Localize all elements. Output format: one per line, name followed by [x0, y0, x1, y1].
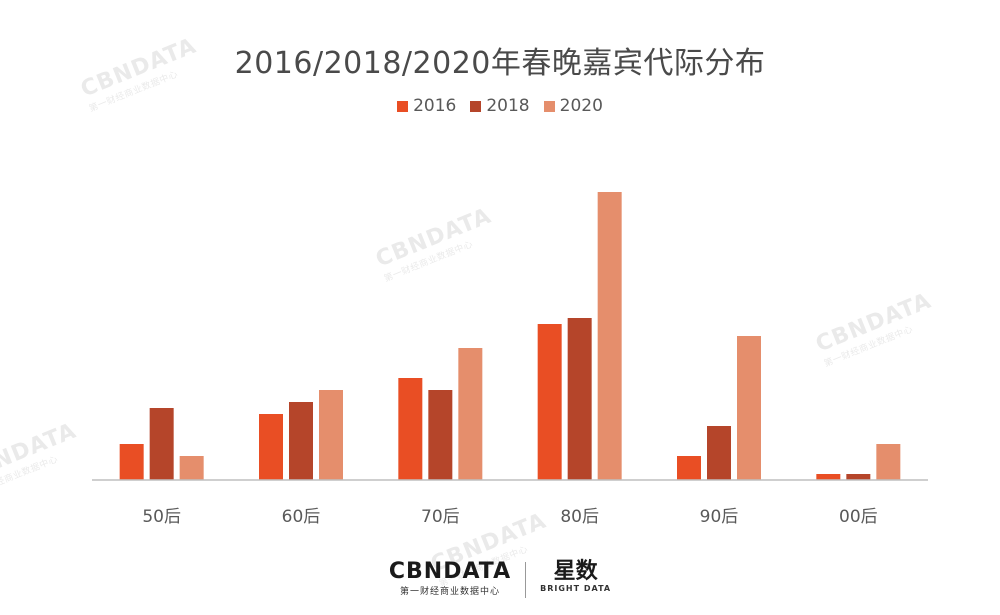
bar-2016-70后	[398, 378, 423, 480]
cbndata-logo: CBNDATA 第一财经商业数据中心	[388, 559, 512, 598]
bar-2016-00后	[816, 474, 841, 480]
bright-data-logo: 星数 BRIGHT DATA	[540, 559, 612, 594]
bar-2020-80后	[597, 192, 622, 480]
x-tick-label: 60后	[282, 507, 321, 527]
bar-2018-80后	[567, 318, 592, 480]
x-tick-label: 50后	[142, 507, 181, 527]
bar-2020-90后	[737, 336, 761, 480]
bar-2018-90后	[707, 426, 731, 480]
bar-2016-50后	[119, 444, 144, 480]
bar-2018-70后	[428, 390, 453, 480]
chart-title: 2016/2018/2020年春晚嘉宾代际分布	[234, 46, 766, 81]
bar-2020-70后	[458, 348, 483, 480]
legend-label-2016: 2016	[413, 96, 457, 116]
x-tick-label: 80后	[560, 507, 599, 527]
legend-item-2016: 2016	[397, 96, 456, 116]
legend-label-2018: 2018	[486, 96, 530, 116]
bar-2020-00后	[876, 444, 901, 480]
bar-2018-50后	[149, 408, 174, 480]
footer-branding: CBNDATA 第一财经商业数据中心 星数 BRIGHT DATA	[0, 560, 1000, 598]
legend-swatch-2018	[470, 100, 482, 112]
legend-item-2020: 2020	[543, 96, 603, 116]
bar-2016-60后	[259, 414, 283, 480]
legend-label-2020: 2020	[559, 96, 603, 116]
legend: 2016 2018 2020	[0, 96, 1000, 116]
bar-2018-60后	[289, 402, 313, 480]
x-tick-label: 90后	[700, 507, 739, 527]
bar-2016-80后	[537, 324, 562, 480]
x-tick-labels: 50后 60后 70后 80后 90后 00后	[142, 507, 877, 527]
bar-2020-50后	[179, 456, 204, 480]
bar-2020-60后	[319, 390, 343, 480]
x-tick-label: 00后	[839, 507, 878, 527]
x-tick-label: 70后	[421, 507, 460, 527]
bars-group	[119, 192, 901, 480]
legend-swatch-2020	[543, 100, 555, 112]
brand-divider	[525, 562, 527, 598]
bar-2018-00后	[846, 474, 871, 480]
legend-swatch-2016	[397, 100, 409, 112]
legend-item-2018: 2018	[470, 96, 530, 116]
bar-2016-90后	[677, 456, 701, 480]
